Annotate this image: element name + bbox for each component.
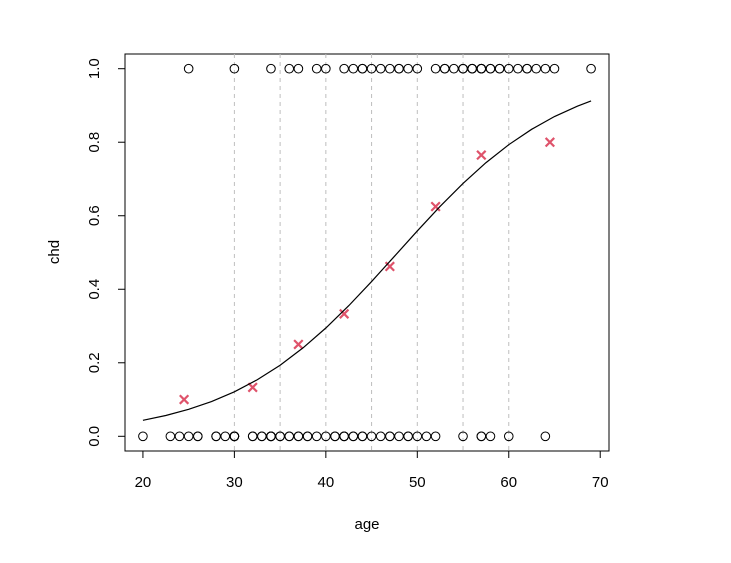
x-tick-label: 40 [317,474,334,491]
group-proportion [430,201,441,212]
data-point [540,431,551,442]
y-axis-label: chd [46,240,63,264]
x-tick-label: 30 [226,474,243,491]
y-tick-label: 0.2 [86,352,103,373]
data-point [247,431,258,442]
group-proportion [339,308,350,319]
x-tick-label: 50 [409,474,426,491]
data-point [430,431,441,442]
data-point [339,431,349,442]
data-point [403,431,413,442]
data-point [211,431,221,442]
data-point [494,63,505,74]
x-tick-label: 20 [135,474,152,491]
data-point [339,63,349,74]
group-proportion [476,150,487,161]
group-proportion [544,137,555,148]
data-point [412,63,423,74]
data-point [183,63,194,74]
data-point [540,63,551,74]
data-point [348,431,359,442]
fit-curve [142,100,592,421]
data-point [476,431,487,442]
x-axis-label: age [354,516,379,533]
data-point [430,63,441,74]
data-point [311,431,322,442]
data-point [503,63,514,74]
data-point [321,63,331,74]
data-point [229,63,240,74]
data-point [403,63,413,74]
data-point [193,431,203,442]
y-tick-label: 0.6 [86,205,103,226]
data-point [275,431,285,442]
data-point [302,431,313,442]
data-point [330,431,340,442]
data-point [357,431,368,442]
data-point [266,63,276,74]
data-point [138,431,148,442]
data-point [293,63,304,74]
data-point [357,63,368,74]
data-point [257,431,267,442]
data-point [385,431,395,442]
data-point [503,431,514,442]
data-point [449,63,459,74]
data-point [458,431,468,442]
group-proportion [293,339,304,350]
data-point [394,431,404,442]
data-point [284,431,295,442]
data-point [165,431,176,442]
data-point [467,63,477,74]
group-proportion [247,382,258,393]
x-tick-label: 60 [500,474,517,491]
data-point [174,431,185,442]
data-point [293,431,304,442]
data-point [321,431,331,442]
data-point [421,431,432,442]
data-point [394,63,404,74]
data-point [458,63,468,74]
group-proportion [179,394,190,405]
data-point [366,63,377,74]
data-point [375,63,386,74]
data-point [366,431,377,442]
data-point [586,63,596,74]
data-point [311,63,322,74]
data-point [284,63,295,74]
data-point [385,63,395,74]
data-point [476,63,487,74]
data-point [485,63,496,74]
y-tick-label: 0.4 [86,279,103,300]
data-point [513,63,523,74]
y-tick-label: 0.0 [86,426,103,447]
data-point [412,431,423,442]
x-tick-label: 70 [592,474,609,491]
data-point [229,431,240,442]
group-proportion [384,261,395,272]
data-point [375,431,386,442]
data-point [531,63,541,74]
data-point [485,431,496,442]
data-point [266,431,276,442]
plot-box [124,53,610,452]
y-tick-label: 1.0 [86,58,103,79]
data-point [439,63,450,74]
data-point [549,63,560,74]
y-tick-label: 0.8 [86,132,103,153]
data-point [522,63,532,74]
data-point [183,431,194,442]
data-point [348,63,359,74]
data-point [220,431,231,442]
